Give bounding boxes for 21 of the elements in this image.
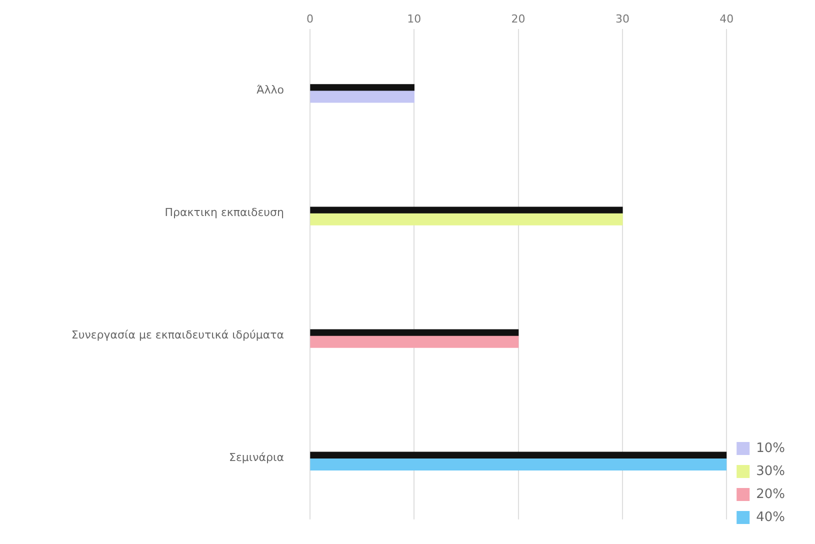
y-tick-label: Άλλο bbox=[256, 83, 284, 96]
legend-label: 40% bbox=[756, 510, 786, 525]
x-tick-label: 30 bbox=[615, 12, 630, 26]
bar bbox=[310, 335, 519, 348]
bar bbox=[310, 212, 623, 226]
bar bbox=[310, 452, 727, 458]
y-tick-label: Συνεργασία με εκπαιδευτικά ιδρύματα bbox=[71, 328, 284, 342]
legend-label: 30% bbox=[756, 464, 786, 479]
y-tick-label: Πρακτικη εκπαιδευση bbox=[164, 206, 284, 219]
bar bbox=[310, 206, 623, 214]
bar bbox=[310, 458, 727, 470]
x-tick-label: 10 bbox=[407, 12, 422, 26]
legend-label: 10% bbox=[756, 440, 786, 456]
x-tick-label: 0 bbox=[306, 12, 314, 26]
y-tick-label: Σεμινάρια bbox=[229, 450, 284, 464]
bar bbox=[310, 329, 519, 336]
bar bbox=[310, 84, 414, 91]
bar bbox=[310, 90, 414, 103]
legend-label: 20% bbox=[756, 486, 786, 502]
x-tick-label: 40 bbox=[720, 12, 734, 26]
x-tick-label: 20 bbox=[511, 12, 526, 26]
